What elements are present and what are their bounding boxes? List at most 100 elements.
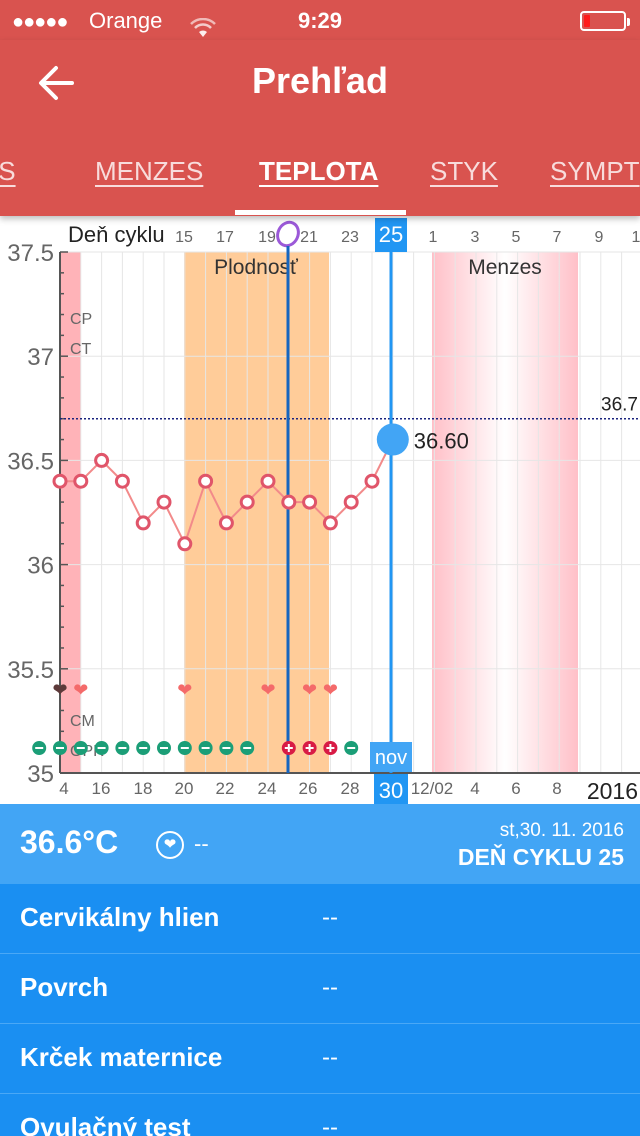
- y-tick-label: 37.5: [7, 240, 54, 267]
- detail-value: --: [322, 904, 338, 931]
- date-tick-label: 28: [341, 779, 360, 798]
- app-header: Prehľad OS MENZES TEPLOTA STYK SYMPT: [0, 40, 640, 216]
- cycle-tick-label: 1: [632, 229, 640, 246]
- temperature-point: [260, 473, 276, 489]
- temperature-point: [94, 452, 110, 468]
- coverline-label: 36.7: [601, 395, 638, 416]
- detail-label: Ovulačný test: [20, 1112, 191, 1136]
- row-label-cp: CP: [70, 311, 92, 328]
- menses-band-right: [432, 252, 578, 773]
- y-tick-label: 36: [27, 553, 54, 580]
- summary-note: --: [194, 831, 209, 856]
- date-tick-label: 6: [511, 779, 520, 798]
- date-tick-label: 24: [258, 779, 277, 798]
- y-tick-label: 35: [27, 761, 54, 788]
- back-arrow-icon: [39, 66, 74, 100]
- temperature-chart[interactable]: 35 35.5 36 36.5 37 37.5 Deň cyklu 15 17 19 21 23 25 1…: [0, 216, 640, 804]
- date-tick-label: 12/02: [411, 779, 454, 798]
- active-tab-indicator: [235, 210, 406, 215]
- temperature-point: [302, 494, 318, 510]
- cycle-tick-label: 19: [258, 229, 276, 246]
- date-tick-label: 22: [216, 779, 235, 798]
- temperature-point: [52, 473, 68, 489]
- year-label: 2016: [587, 778, 638, 804]
- cycle-axis-label: Deň cyklu: [68, 222, 165, 247]
- cycle-tick-label: 23: [341, 229, 359, 246]
- selected-month-label: nov: [375, 747, 407, 769]
- cycle-tick-label: 15: [175, 229, 193, 246]
- page-title: Prehľad: [252, 60, 388, 101]
- fertile-window-band: [184, 252, 329, 773]
- selected-date-label: 30: [379, 778, 403, 803]
- heart-icon: ❤: [260, 680, 275, 701]
- tab-styk[interactable]: STYK: [430, 156, 498, 186]
- menses-label: Menzes: [468, 256, 542, 279]
- row-label-cm: CM: [70, 713, 95, 730]
- temperature-point: [218, 515, 234, 531]
- date-tick-label: 4: [470, 779, 479, 798]
- y-tick-label: 35.5: [7, 657, 54, 684]
- temperature-point: [322, 515, 338, 531]
- summary-date: st,30. 11. 2016: [499, 820, 624, 841]
- cycle-tick-label: 7: [553, 229, 562, 246]
- tab-os[interactable]: OS: [0, 156, 16, 186]
- carrier-name: Orange: [89, 8, 163, 33]
- detail-row-cervical-mucus[interactable]: Cervikálny hlien --: [0, 884, 640, 954]
- tab-sympt[interactable]: SYMPT: [550, 156, 640, 186]
- selected-temperature-label: 36.60: [414, 429, 469, 454]
- fertile-window-label: Plodnosť: [214, 256, 299, 279]
- date-tick-label: 4: [59, 779, 68, 798]
- detail-row-cervix[interactable]: Krček maternice --: [0, 1024, 640, 1094]
- row-label-ct: CT: [70, 341, 92, 358]
- selected-cycle-day-box: [375, 218, 407, 252]
- date-tick-label: 26: [299, 779, 318, 798]
- detail-row-surface[interactable]: Povrch --: [0, 954, 640, 1024]
- heart-icon: ❤: [177, 680, 192, 701]
- detail-value: --: [322, 1114, 338, 1136]
- status-bar: ●●●●● Orange 9:29: [0, 0, 640, 40]
- cycle-tick-label: 5: [512, 229, 521, 246]
- selected-temperature-point: [376, 423, 409, 456]
- wifi-icon: [190, 17, 216, 44]
- detail-label: Povrch: [20, 972, 109, 1002]
- battery-icon: [580, 11, 630, 31]
- detail-value: --: [322, 974, 338, 1001]
- detail-label: Cervikálny hlien: [20, 902, 220, 932]
- summary-cycle-day: DEŇ CYKLU 25: [457, 844, 624, 870]
- day-summary: 36.6°C ❤ -- st,30. 11. 2016 DEŇ CYKLU 25: [0, 804, 640, 884]
- temperature-point: [343, 494, 359, 510]
- tab-teplota[interactable]: TEPLOTA: [259, 156, 379, 186]
- cycle-tick-label: 21: [300, 229, 318, 246]
- status-time: 9:29: [297, 8, 343, 33]
- signal-strength-icon: ●●●●●: [12, 11, 68, 33]
- temperature-point: [239, 494, 255, 510]
- temperature-point: [73, 473, 89, 489]
- detail-row-ovulation-test[interactable]: Ovulačný test --: [0, 1094, 640, 1136]
- date-tick-label: 20: [175, 779, 194, 798]
- cycle-tick-label: 3: [471, 229, 480, 246]
- detail-label: Krček maternice: [20, 1042, 223, 1072]
- temperature-point: [198, 473, 214, 489]
- details-list: Cervikálny hlien -- Povrch -- Krček mate…: [0, 884, 640, 1136]
- date-tick-label: 18: [134, 779, 153, 798]
- temperature-point: [135, 515, 151, 531]
- ovulation-marker-icon: [276, 220, 300, 248]
- temperature-point: [114, 473, 130, 489]
- selected-month-badge: [370, 742, 412, 772]
- tab-menzes[interactable]: MENZES: [95, 156, 204, 186]
- cycle-tick-label: 1: [429, 229, 438, 246]
- cycle-tick-label: 9: [595, 229, 604, 246]
- menses-band-left: [60, 252, 81, 773]
- heart-icon[interactable]: ❤: [156, 831, 184, 859]
- temperature-point: [177, 536, 193, 552]
- heart-dark-icon: ❤: [52, 680, 67, 701]
- y-tick-label: 37: [27, 344, 54, 371]
- date-tick-label: 8: [552, 779, 561, 798]
- temperature-point: [281, 494, 297, 510]
- selected-cycle-day-label: 25: [379, 222, 403, 247]
- back-button[interactable]: [32, 60, 82, 106]
- tab-bar: OS MENZES TEPLOTA STYK SYMPT: [0, 140, 640, 216]
- temperature-point: [364, 473, 380, 489]
